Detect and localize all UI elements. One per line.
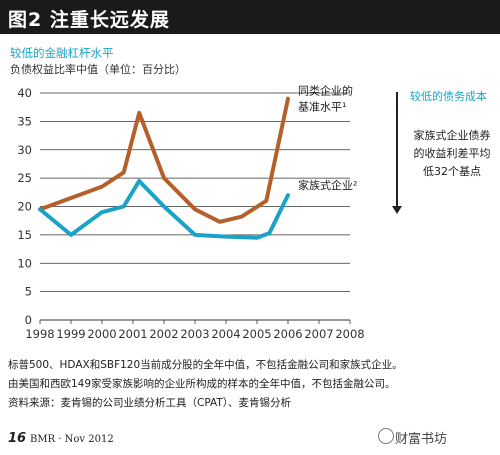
series-label: 基准水平¹ <box>298 101 346 114</box>
annotation-note: 家族式企业债券 的收益利差平均 低32个基点 <box>406 127 498 181</box>
down-arrow-shaft <box>396 92 398 207</box>
series-line-1 <box>38 96 290 224</box>
series-label: 同类企业的 <box>298 84 353 98</box>
y-tick-label: 0 <box>25 313 32 327</box>
down-arrow-icon <box>392 206 402 214</box>
x-tick-label: 2004 <box>211 327 240 341</box>
x-tick-label: 2006 <box>273 327 302 341</box>
x-tick-label: 2008 <box>335 327 364 341</box>
figure-header: 图2 注重长远发展 <box>0 0 500 34</box>
line-chart: 0 5 10 15 20 25 30 35 40 1998 1999 2000 2001 2002 2003… <box>17 84 364 341</box>
x-tick-label: 2007 <box>304 327 333 341</box>
y-tick-label: 10 <box>17 256 32 270</box>
annotation-note-line: 家族式企业债券 <box>413 129 491 142</box>
series-line-2 <box>38 178 290 240</box>
watermark-text: 财富书坊 <box>395 432 448 447</box>
x-tick-label: 2000 <box>87 327 116 341</box>
footnote-source: 资料来源：麦肯锡的公司业绩分析工具（CPAT）、麦肯锡分析 <box>8 397 292 409</box>
x-tick-label: 2003 <box>180 327 209 341</box>
annotation-title: 较低的债务成本 <box>410 90 487 103</box>
y-axis-label: 负债权益比率中值（单位：百分比） <box>10 63 186 76</box>
x-tick-label: 1998 <box>25 327 54 341</box>
y-tick-label: 15 <box>17 228 32 242</box>
footnote-2: 由美国和西欧149家受家族影响的企业所构成的样本的全年中值，不包括金融公司。 <box>8 378 396 390</box>
series-label: 家族式企业² <box>298 178 357 192</box>
x-tick-label: 2002 <box>149 327 178 341</box>
x-tick-label: 2001 <box>118 327 147 341</box>
y-tick-label: 25 <box>17 171 32 185</box>
y-tick-label: 40 <box>17 86 32 100</box>
figure-title: 图2 注重长远发展 <box>8 9 170 31</box>
annotation-note-line: 的收益利差平均 <box>413 147 491 160</box>
footnote-1: 标普500、HDAX和SBF120当前成分股的全年中值，不包括金融公司和家族式企… <box>8 359 403 371</box>
y-tick-label: 5 <box>25 285 32 299</box>
wechat-icon <box>378 428 394 444</box>
x-tick-label: 2005 <box>242 327 271 341</box>
annotation-note-line: 低32个基点 <box>423 165 481 178</box>
y-tick-label: 30 <box>17 143 32 157</box>
y-tick-label: 20 <box>17 200 32 214</box>
chart-subtitle: 较低的金融杠杆水平 <box>10 46 114 60</box>
page-number: 16 <box>8 431 27 446</box>
y-tick-label: 35 <box>17 114 32 128</box>
magazine-issue: BMR · Nov 2012 <box>30 434 114 445</box>
x-tick-label: 1999 <box>56 327 85 341</box>
